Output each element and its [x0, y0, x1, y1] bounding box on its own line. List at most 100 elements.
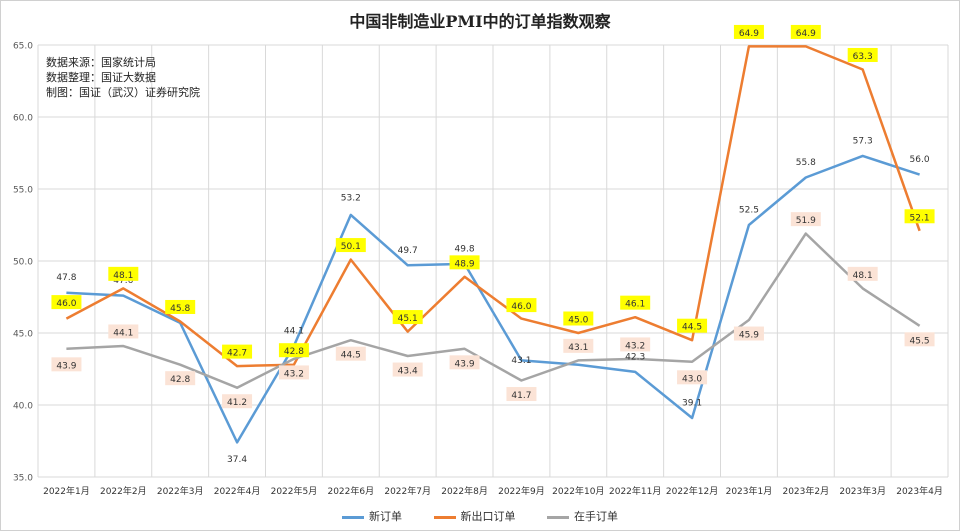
x-tick-label: 2023年3月 — [839, 485, 886, 497]
data-label-bg — [904, 209, 935, 224]
legend-label-new-orders: 新订单 — [369, 510, 402, 523]
data-label-bg — [278, 343, 309, 358]
x-tick-label: 2022年4月 — [214, 485, 261, 497]
source-line-data-source: 数据来源：国家统计局 — [46, 56, 156, 69]
data-label-bg — [563, 338, 594, 353]
data-label: 49.8 — [455, 244, 475, 254]
y-tick-label: 35.0 — [13, 474, 33, 484]
x-tick-label: 2023年2月 — [782, 485, 829, 497]
data-label-bg — [620, 295, 651, 310]
data-label: 43.2 — [284, 369, 304, 379]
data-label-bg — [733, 24, 764, 39]
x-tick-label: 2022年11月 — [609, 485, 661, 497]
data-label: 41.7 — [511, 391, 531, 401]
data-label: 48.1 — [853, 271, 873, 281]
data-label: 47.6 — [113, 276, 133, 286]
data-label: 45.5 — [910, 336, 930, 346]
data-label: 43.4 — [398, 367, 418, 377]
data-label: 45.8 — [170, 304, 190, 314]
data-label-bg — [506, 387, 537, 402]
data-label-bg — [165, 299, 196, 314]
data-label-bg — [847, 47, 878, 62]
data-label-bg — [222, 394, 253, 409]
data-label: 44.5 — [682, 323, 702, 333]
data-label: 45.0 — [568, 316, 588, 326]
legend-swatch-backlog-orders — [547, 515, 569, 519]
data-label: 56.0 — [910, 155, 930, 165]
data-label-bg — [733, 326, 764, 341]
data-label: 50.1 — [341, 242, 361, 252]
data-label-bg — [392, 362, 423, 377]
data-label: 46.0 — [511, 302, 531, 312]
legend-item-new-orders: 新订单 — [342, 508, 402, 524]
data-label: 43.2 — [625, 341, 645, 351]
data-label: 51.9 — [796, 216, 816, 226]
data-label-bg — [677, 318, 708, 333]
data-label-bg — [108, 324, 139, 339]
data-label: 43.1 — [511, 356, 531, 366]
data-label-bg — [677, 370, 708, 385]
data-label-bg — [449, 355, 480, 370]
y-tick-label: 40.0 — [13, 402, 33, 412]
source-line-data-compiled: 数据整理：国证大数据 — [46, 71, 156, 84]
data-label-bg — [165, 371, 196, 386]
series-line-0 — [66, 154, 920, 444]
data-label-bg — [449, 255, 480, 270]
data-label-bg — [904, 332, 935, 347]
x-tick-label: 2023年4月 — [896, 485, 943, 497]
data-label-bg — [51, 357, 82, 372]
x-tick-label: 2022年9月 — [498, 485, 545, 497]
chart-title: 中国非制造业PMI中的订单指数观察 — [349, 12, 611, 31]
data-label: 44.5 — [341, 351, 361, 361]
data-label: 45.9 — [739, 331, 759, 341]
x-tick-label: 2022年6月 — [327, 485, 374, 497]
data-label: 48.9 — [455, 259, 475, 269]
data-label-bg — [790, 24, 821, 39]
data-label: 44.1 — [284, 326, 304, 336]
legend-swatch-new-export-orders — [433, 515, 456, 519]
data-label-bg — [108, 266, 139, 281]
data-label-bg — [278, 365, 309, 380]
data-label: 55.8 — [796, 158, 816, 168]
data-label-bg — [51, 295, 82, 310]
x-tick-label: 2022年8月 — [441, 485, 488, 497]
data-label-bg — [790, 212, 821, 227]
y-tick-label: 50.0 — [13, 258, 33, 268]
x-tick-label: 2023年1月 — [726, 485, 773, 497]
data-label: 47.8 — [56, 273, 76, 283]
x-tick-label: 2022年2月 — [100, 485, 147, 497]
legend-item-backlog-orders: 在手订单 — [547, 508, 618, 524]
data-label: 43.9 — [455, 359, 475, 369]
data-label-bg — [563, 311, 594, 326]
data-label: 52.1 — [910, 213, 930, 223]
legend-label-new-export-orders: 新出口订单 — [460, 510, 516, 523]
data-label-bg — [620, 337, 651, 352]
x-tick-label: 2022年12月 — [666, 485, 718, 497]
x-tick-label: 2022年5月 — [271, 485, 318, 497]
data-label: 44.1 — [113, 328, 133, 338]
data-label: 43.9 — [56, 361, 76, 371]
source-line-chart-maker: 制图：国证（武汉）证券研究院 — [46, 86, 200, 99]
chart-legend: 新订单 新出口订单 在手订单 — [0, 508, 960, 524]
data-label: 42.3 — [625, 352, 645, 362]
data-label: 42.7 — [227, 349, 247, 359]
data-label: 45.1 — [398, 314, 418, 324]
data-label: 46.0 — [56, 299, 76, 309]
data-label: 64.9 — [739, 29, 759, 39]
data-label: 64.9 — [796, 29, 816, 39]
legend-item-new-export-orders: 新出口订单 — [433, 508, 516, 524]
data-label: 63.3 — [853, 52, 873, 62]
data-label: 49.7 — [398, 246, 418, 256]
series-line-1 — [65, 45, 921, 368]
y-tick-label: 65.0 — [13, 42, 33, 52]
x-tick-label: 2022年7月 — [384, 485, 431, 497]
data-label-bg — [335, 238, 366, 253]
data-label: 53.2 — [341, 193, 361, 203]
data-label: 39.1 — [682, 398, 702, 408]
data-label: 43.0 — [682, 374, 702, 384]
y-tick-label: 55.0 — [13, 186, 33, 196]
data-label: 42.8 — [170, 375, 190, 385]
y-tick-label: 60.0 — [13, 114, 33, 124]
